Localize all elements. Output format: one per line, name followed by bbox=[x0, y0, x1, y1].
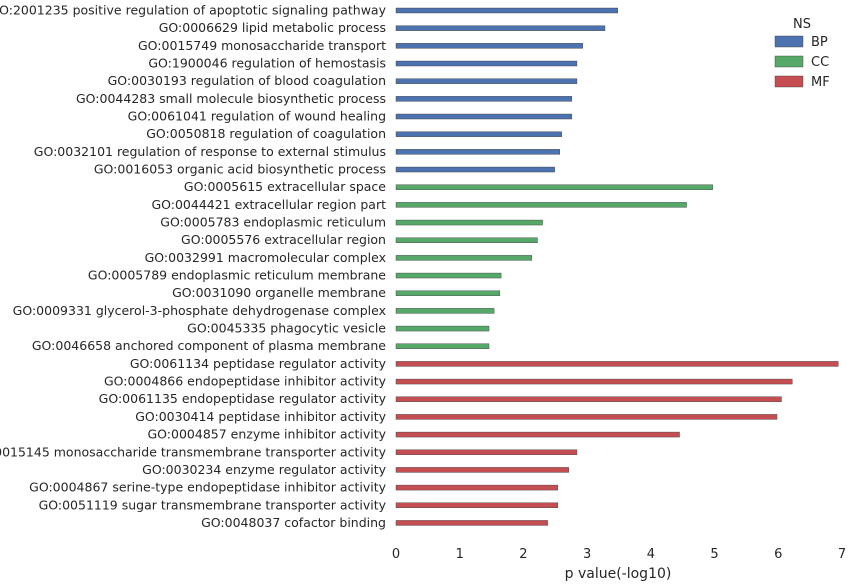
bar-mf bbox=[395, 520, 548, 526]
bar-cc bbox=[395, 255, 532, 261]
legend-title: NS bbox=[793, 17, 811, 32]
bar-mf bbox=[395, 502, 559, 508]
category-label: GO:0061135 endopeptidase regulator activ… bbox=[99, 391, 387, 406]
legend-swatch-cc bbox=[774, 55, 804, 68]
category-label: GO:0032101 regulation of response to ext… bbox=[34, 144, 386, 159]
bar-bp bbox=[395, 78, 578, 84]
category-label: GO:0005615 extracellular space bbox=[184, 179, 386, 194]
category-label: GO:2001235 positive regulation of apopto… bbox=[0, 3, 387, 18]
category-label: GO:0004866 endopeptidase inhibitor activ… bbox=[104, 374, 387, 389]
legend: NS BP CC MF bbox=[774, 17, 830, 90]
legend-swatch-mf bbox=[774, 75, 804, 88]
category-label: GO:0031090 organelle membrane bbox=[172, 285, 386, 300]
category-label: GO:0005789 endoplasmic reticulum membran… bbox=[88, 268, 386, 283]
category-label: GO:0005783 endoplasmic reticulum bbox=[160, 215, 386, 230]
bar-mf bbox=[395, 414, 778, 420]
category-label: GO:0061134 peptidase regulator activity bbox=[130, 356, 387, 371]
x-tick-label: 6 bbox=[774, 547, 782, 562]
category-label: GO:0030414 peptidase inhibitor activity bbox=[135, 409, 386, 424]
bar-bp bbox=[395, 7, 618, 14]
category-label: GO:0015145 monosaccharide transmembrane … bbox=[0, 444, 387, 459]
bar-mf bbox=[395, 378, 793, 385]
x-tick-label: 7 bbox=[838, 547, 846, 562]
bar-mf bbox=[395, 396, 782, 402]
category-label: GO:0004857 enzyme inhibitor activity bbox=[147, 427, 386, 442]
category-label: GO:0006629 lipid metabolic process bbox=[159, 20, 386, 35]
category-label: GO:0048037 cofactor binding bbox=[201, 515, 386, 530]
bar-mf bbox=[395, 449, 578, 455]
x-tick-label: 1 bbox=[456, 547, 464, 562]
category-label: GO:0044283 small molecule biosynthetic p… bbox=[76, 91, 386, 106]
bar-cc bbox=[395, 272, 502, 279]
category-label: GO:0045335 phagocytic vesicle bbox=[187, 321, 386, 336]
category-label: GO:0016053 organic acid biosynthetic pro… bbox=[94, 162, 386, 177]
bar-cc bbox=[395, 184, 713, 190]
category-label: GO:0050818 regulation of coagulation bbox=[146, 126, 386, 141]
bar-bp bbox=[395, 43, 583, 49]
bar-bp bbox=[395, 166, 555, 173]
bar-cc bbox=[395, 237, 538, 243]
x-axis-ticks: 0 1 2 3 4 5 6 7 bbox=[392, 547, 846, 562]
category-label: GO:0004867 serine-type endopeptidase inh… bbox=[29, 480, 386, 495]
x-tick-label: 2 bbox=[519, 547, 527, 562]
bars-layer bbox=[395, 7, 839, 526]
category-label: GO:0051119 sugar transmembrane transport… bbox=[39, 497, 387, 512]
bar-bp bbox=[395, 149, 560, 155]
category-label: GO:0015749 monosaccharide transport bbox=[138, 38, 386, 53]
legend-swatch-bp bbox=[774, 35, 804, 48]
bar-cc bbox=[395, 202, 687, 208]
legend-label-bp: BP bbox=[811, 35, 828, 50]
bar-cc bbox=[395, 219, 543, 226]
bar-bp bbox=[395, 25, 606, 31]
category-label: GO:0030234 enzyme regulator activity bbox=[142, 462, 386, 477]
category-labels: GO:2001235 positive regulation of apopto… bbox=[0, 3, 387, 530]
bar-bp bbox=[395, 96, 573, 102]
x-tick-label: 4 bbox=[647, 547, 655, 562]
bar-cc bbox=[395, 308, 495, 314]
legend-label-mf: MF bbox=[811, 75, 830, 90]
bar-mf bbox=[395, 467, 569, 473]
bar-bp bbox=[395, 60, 578, 67]
bar-mf bbox=[395, 361, 839, 367]
category-label: GO:0030193 regulation of blood coagulati… bbox=[108, 73, 386, 88]
x-tick-label: 3 bbox=[583, 547, 591, 562]
bar-mf bbox=[395, 484, 559, 491]
legend-label-cc: CC bbox=[811, 55, 829, 70]
bar-bp bbox=[395, 131, 562, 137]
category-label: GO:0061041 regulation of wound healing bbox=[128, 109, 386, 124]
category-label: GO:0046658 anchored component of plasma … bbox=[32, 338, 386, 353]
bar-cc bbox=[395, 343, 490, 349]
legend-entries: BP CC MF bbox=[774, 35, 830, 90]
x-tick-label: 0 bbox=[392, 547, 400, 562]
category-label: GO:0044421 extracellular region part bbox=[151, 197, 386, 212]
category-label: GO:0009331 glycerol-3-phosphate dehydrog… bbox=[13, 303, 386, 318]
x-axis-title: p value(-log10) bbox=[565, 566, 672, 582]
bar-bp bbox=[395, 113, 573, 120]
category-label: GO:0032991 macromolecular complex bbox=[145, 250, 386, 265]
category-label: GO:1900046 regulation of hemostasis bbox=[148, 56, 386, 71]
category-label: GO:0005576 extracellular region bbox=[181, 232, 386, 247]
x-tick-label: 5 bbox=[710, 547, 718, 562]
bar-mf bbox=[395, 431, 680, 438]
bar-cc bbox=[395, 325, 490, 332]
bar-cc bbox=[395, 290, 501, 296]
